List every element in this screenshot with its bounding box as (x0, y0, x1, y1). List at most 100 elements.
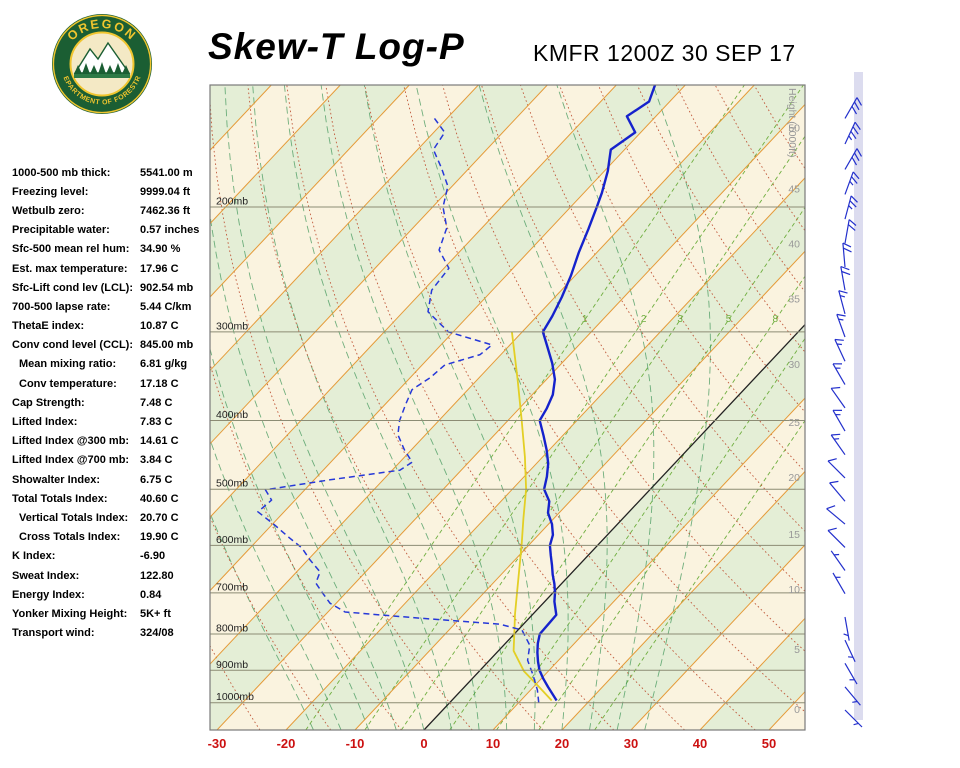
stats-panel: 1000-500 mb thick: 5541.00 m Freezing leve… (12, 163, 212, 643)
station-id-line: KMFR 1200Z 30 SEP 17 (533, 40, 796, 66)
stat-row: Total Totals Index: 40.60 C (12, 489, 212, 508)
svg-text:3: 3 (677, 314, 683, 325)
plot-area (210, 85, 805, 730)
wind-barb (844, 195, 858, 220)
svg-text:30: 30 (624, 736, 638, 751)
svg-text:10: 10 (486, 736, 500, 751)
wind-barbs (826, 97, 863, 728)
stat-value: 5541.00 m (140, 166, 193, 179)
stat-row: Conv cond level (CCL): 845.00 mb (12, 336, 212, 355)
wind-barb (830, 386, 846, 409)
stat-value: 17.18 C (140, 377, 179, 390)
stat-row: Showalter Index: 6.75 C (12, 470, 212, 489)
svg-text:5: 5 (794, 644, 800, 656)
wind-barb (842, 242, 852, 268)
stat-row: Cross Totals Index: 19.90 C (12, 528, 212, 547)
stat-row: K Index: -6.90 (12, 547, 212, 566)
stat-value: 40.60 C (140, 492, 179, 505)
stat-row: Wetbulb zero: 7462.36 ft (12, 201, 212, 220)
svg-text:5: 5 (726, 314, 732, 325)
stat-row: Lifted Index @300 mb: 14.61 C (12, 432, 212, 451)
stat-value: 7.48 C (140, 396, 173, 409)
svg-text:400mb: 400mb (216, 409, 248, 421)
svg-text:200mb: 200mb (216, 196, 248, 208)
wind-barb (844, 663, 858, 685)
wind-barb (826, 505, 846, 525)
temperature-trace (536, 85, 657, 702)
stat-label: Sweat Index: (12, 569, 80, 582)
page-title: Skew-T Log-P (208, 26, 465, 67)
dry-adiabats (210, 85, 805, 730)
stat-label: Total Totals Index: (12, 492, 108, 505)
svg-text:45: 45 (788, 184, 800, 196)
stat-label: Showalter Index: (12, 473, 101, 486)
stat-value: 845.00 mb (140, 339, 194, 352)
wind-barb (840, 265, 851, 291)
stat-row: 1000-500 mb thick: 5541.00 m (12, 163, 212, 182)
stat-row: Cap Strength: 7.48 C (12, 393, 212, 412)
svg-text:20: 20 (788, 472, 800, 484)
stat-value: -6.90 (140, 550, 166, 563)
stat-label: Sfc-Lift cond lev (LCL): (12, 281, 133, 294)
stat-label: Wetbulb zero: (12, 204, 85, 217)
svg-text:1: 1 (582, 314, 588, 325)
stat-label: Cross Totals Index: (19, 531, 121, 544)
stat-value: 9999.04 ft (140, 185, 191, 198)
svg-text:-10: -10 (346, 736, 365, 751)
height-scale-title: Height (1000ft) (786, 88, 798, 157)
stat-label: Lifted Index @700 mb: (12, 454, 130, 467)
stat-value: 324/08 (140, 627, 174, 640)
wind-barb (832, 409, 846, 432)
svg-text:30: 30 (788, 359, 800, 371)
stat-value: 5K+ ft (140, 607, 171, 620)
stat-row: Sfc-500 mean rel hum: 34.90 % (12, 240, 212, 259)
wind-barb (827, 458, 846, 479)
stat-value: 17.96 C (140, 262, 179, 275)
stat-value: 20.70 C (140, 511, 179, 524)
stat-value: 6.81 g/kg (140, 358, 188, 371)
svg-text:600mb: 600mb (216, 534, 248, 546)
stat-value: 0.84 (140, 588, 162, 601)
svg-text:800mb: 800mb (216, 623, 248, 635)
wind-barb (829, 480, 846, 502)
svg-text:0: 0 (794, 704, 800, 716)
wind-barb (844, 686, 861, 706)
stat-row: Lifted Index @700 mb: 3.84 C (12, 451, 212, 470)
stat-row: Sfc-Lift cond lev (LCL): 902.54 mb (12, 278, 212, 297)
svg-text:10: 10 (788, 584, 800, 596)
stat-label: Cap Strength: (12, 396, 85, 409)
stat-row: Conv temperature: 17.18 C (12, 374, 212, 393)
stat-row: Vertical Totals Index: 20.70 C (12, 508, 212, 527)
wind-barb (844, 121, 861, 145)
stat-label: Vertical Totals Index: (19, 511, 129, 524)
stat-row: Sweat Index: 122.80 (12, 566, 212, 585)
stat-row: Lifted Index: 7.83 C (12, 412, 212, 431)
stat-row: 700-500 lapse rate: 5.44 C/km (12, 297, 212, 316)
svg-text:25: 25 (788, 417, 800, 429)
logo-ground (74, 73, 130, 78)
stat-label: Freezing level: (12, 185, 89, 198)
stat-label: Sfc-500 mean rel hum: (12, 243, 130, 256)
wind-barb (843, 616, 850, 641)
svg-text:2: 2 (641, 314, 647, 325)
svg-text:20: 20 (555, 736, 569, 751)
stat-value: 19.90 C (140, 531, 179, 544)
svg-text:40: 40 (693, 736, 707, 751)
svg-text:700mb: 700mb (216, 581, 248, 593)
logo-trees-icon (74, 62, 130, 74)
svg-text:8: 8 (773, 314, 779, 325)
svg-text:35: 35 (788, 293, 800, 305)
wind-barb (830, 550, 846, 571)
wind-barb (827, 527, 846, 548)
chart-frame (209, 84, 806, 731)
stat-label: Mean mixing ratio: (19, 358, 117, 371)
wind-barb (844, 171, 860, 195)
svg-text:-30: -30 (208, 736, 227, 751)
stat-value: 0.57 inches (140, 224, 200, 237)
svg-text:500mb: 500mb (216, 478, 248, 490)
stat-label: 700-500 lapse rate: (12, 300, 111, 313)
svg-text:15: 15 (788, 529, 800, 541)
stat-row: Precipitable water: 0.57 inches (12, 221, 212, 240)
stat-row: Energy Index: 0.84 (12, 585, 212, 604)
stat-label: 1000-500 mb thick: (12, 166, 111, 179)
